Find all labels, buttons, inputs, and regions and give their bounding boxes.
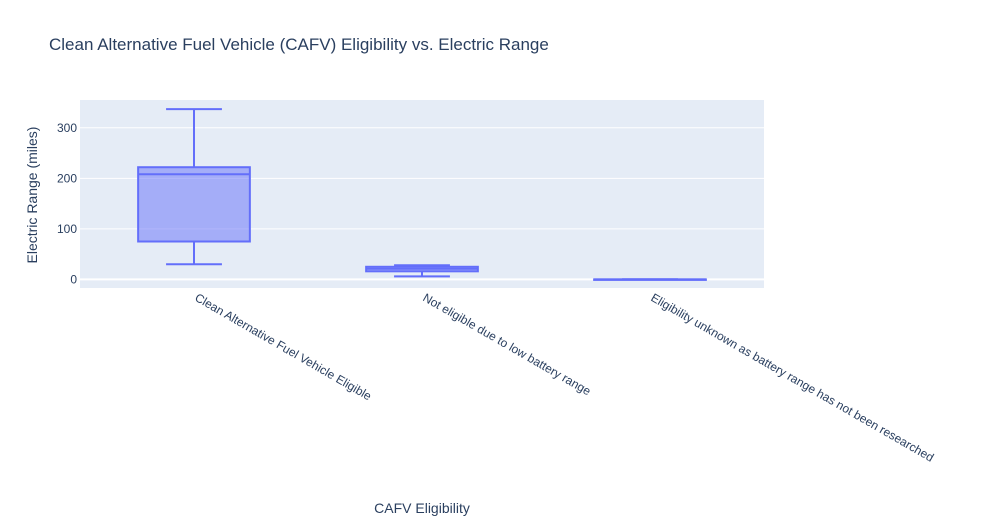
y-axis-title: Electric Range (miles) — [24, 127, 40, 264]
x-axis-title: CAFV Eligibility — [374, 500, 470, 516]
box-series — [137, 108, 707, 281]
x-axis-ticks: Clean Alternative Fuel Vehicle Eligible N… — [193, 290, 937, 464]
y-tick-label: 200 — [57, 171, 77, 185]
y-axis-ticks: 0 100 200 300 — [57, 121, 77, 287]
iqr-box — [137, 166, 251, 243]
x-tick-label: Eligibility unknown as battery range has… — [649, 290, 937, 464]
box-1 — [137, 108, 251, 266]
y-tick-label: 0 — [70, 272, 77, 286]
box-2 — [365, 264, 479, 278]
x-tick-label: Clean Alternative Fuel Vehicle Eligible — [193, 290, 375, 403]
y-tick-label: 100 — [57, 222, 77, 236]
chart-title: Clean Alternative Fuel Vehicle (CAFV) El… — [49, 35, 549, 54]
box-3 — [593, 278, 707, 281]
y-tick-label: 300 — [57, 121, 77, 135]
x-tick-label: Not eligible due to low battery range — [421, 290, 594, 398]
